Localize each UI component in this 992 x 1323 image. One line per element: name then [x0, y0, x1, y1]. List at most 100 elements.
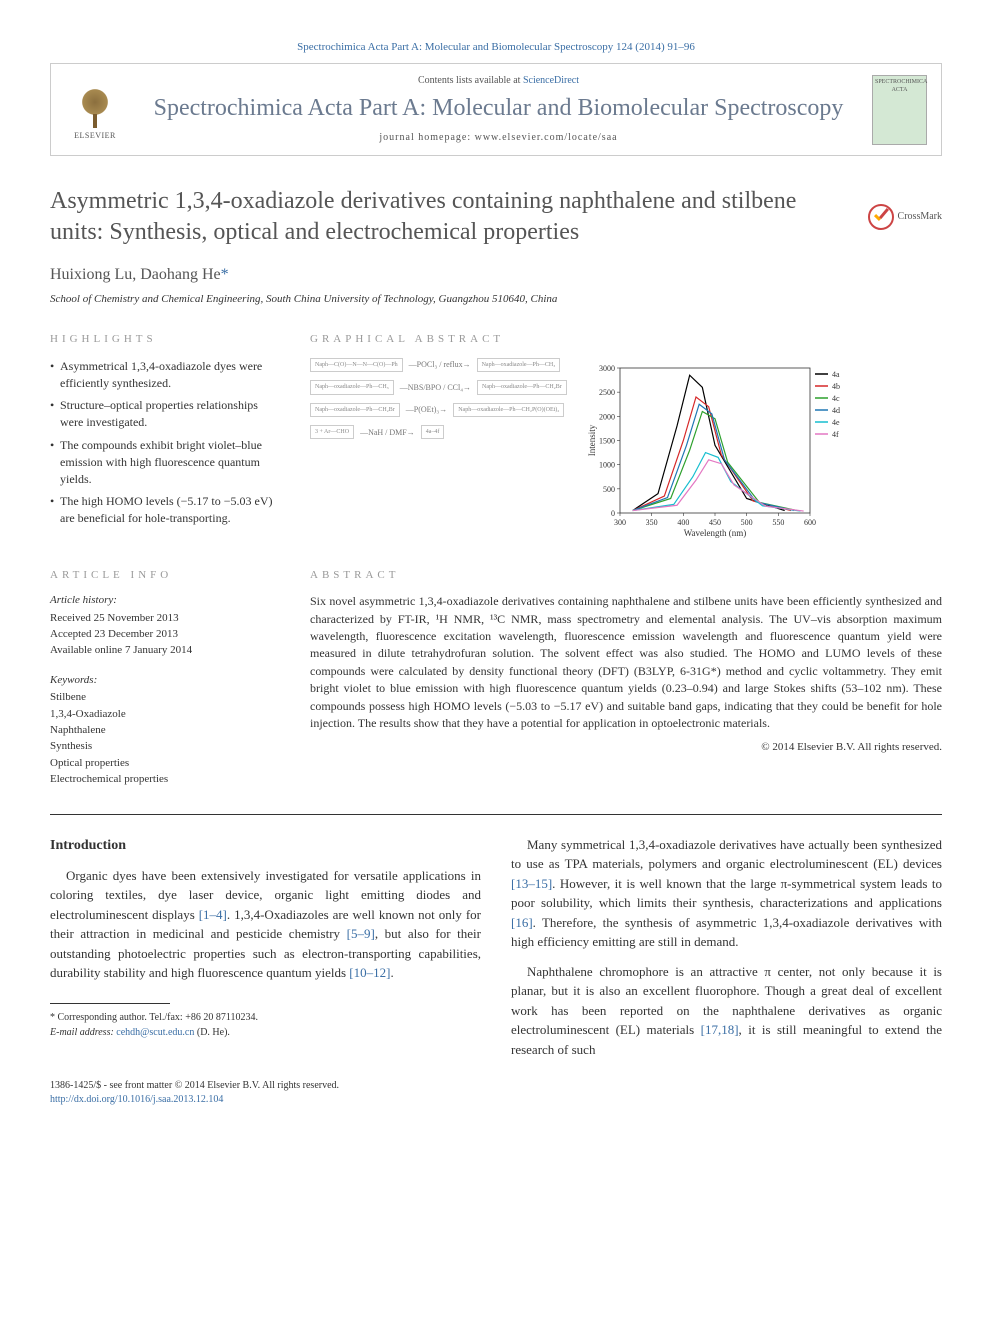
- contents-available: Contents lists available at ScienceDirec…: [137, 74, 860, 88]
- scheme-product: Naph—oxadiazole—Ph—CH₃: [477, 358, 561, 372]
- citation-link[interactable]: [10–12]: [349, 965, 390, 980]
- scheme-row: 3 + Ar—CHO —NaH / DMF→ 4a–4f: [310, 425, 570, 439]
- scheme-product: 4a–4f: [421, 425, 445, 439]
- article-title: Asymmetric 1,3,4-oxadiazole derivatives …: [50, 186, 830, 248]
- history-online: Available online 7 January 2014: [50, 643, 280, 658]
- footnote-separator: [50, 1003, 170, 1004]
- keywords-list: Stilbene1,3,4-OxadiazoleNaphthaleneSynth…: [50, 690, 280, 787]
- svg-text:350: 350: [646, 518, 658, 527]
- svg-text:550: 550: [772, 518, 784, 527]
- scheme-arrow: —P(OEt)₃→: [406, 404, 447, 415]
- svg-text:400: 400: [677, 518, 689, 527]
- introduction-heading: Introduction: [50, 835, 481, 856]
- graphical-abstract: Naph—C(O)—N—N—C(O)—Ph —POCl₃ / reflux→ N…: [310, 358, 942, 543]
- keyword-item: Synthesis: [50, 739, 280, 754]
- reaction-schemes: Naph—C(O)—N—N—C(O)—Ph —POCl₃ / reflux→ N…: [310, 358, 570, 448]
- keyword-item: Electrochemical properties: [50, 772, 280, 787]
- svg-text:500: 500: [741, 518, 753, 527]
- scheme-arrow: —NBS/BPO / CCl₄→: [400, 382, 471, 393]
- intro-paragraph-3: Naphthalene chromophore is an attractive…: [511, 962, 942, 1060]
- citation-link[interactable]: [16]: [511, 915, 533, 930]
- graphical-abstract-heading: GRAPHICAL ABSTRACT: [310, 332, 942, 347]
- svg-text:300: 300: [614, 518, 626, 527]
- svg-text:4e: 4e: [832, 418, 840, 427]
- fluorescence-chart: 3003504004505005506000500100015002000250…: [585, 358, 855, 543]
- scheme-row: Naph—C(O)—N—N—C(O)—Ph —POCl₃ / reflux→ N…: [310, 358, 570, 372]
- elsevier-tree-icon: [75, 78, 115, 118]
- scheme-reactant: 3 + Ar—CHO: [310, 425, 354, 439]
- svg-text:500: 500: [603, 485, 615, 494]
- intro-paragraph-2: Many symmetrical 1,3,4-oxadiazole deriva…: [511, 835, 942, 952]
- citation-header: Spectrochimica Acta Part A: Molecular an…: [50, 40, 942, 55]
- citation-link[interactable]: [5–9]: [347, 926, 375, 941]
- keyword-item: Naphthalene: [50, 723, 280, 738]
- highlights-list: Asymmetrical 1,3,4-oxadiazole dyes were …: [50, 358, 280, 527]
- email-link[interactable]: cehdh@scut.edu.cn: [116, 1027, 194, 1038]
- cover-label: SPECTROCHIMICA ACTA: [873, 76, 926, 97]
- author-names: Huixiong Lu, Daohang He: [50, 266, 221, 283]
- highlight-item: The high HOMO levels (−5.17 to −5.03 eV)…: [50, 493, 280, 527]
- footer-info: 1386-1425/$ - see front matter © 2014 El…: [50, 1079, 942, 1107]
- affiliation: School of Chemistry and Chemical Enginee…: [50, 292, 942, 307]
- journal-cover-thumbnail: SPECTROCHIMICA ACTA: [872, 75, 927, 145]
- citation-link[interactable]: [13–15]: [511, 876, 552, 891]
- svg-text:4c: 4c: [832, 394, 840, 403]
- corresponding-footnote: * Corresponding author. Tel./fax: +86 20…: [50, 1010, 481, 1040]
- svg-text:3000: 3000: [599, 364, 615, 373]
- scheme-arrow: —NaH / DMF→: [360, 427, 415, 438]
- email-label: E-mail address:: [50, 1027, 114, 1038]
- email-name: (D. He).: [197, 1027, 230, 1038]
- svg-text:2500: 2500: [599, 388, 615, 397]
- scheme-product: Naph—oxadiazole—Ph—CH₂Br: [477, 380, 567, 394]
- highlight-item: Asymmetrical 1,3,4-oxadiazole dyes were …: [50, 358, 280, 392]
- footer-copyright: 1386-1425/$ - see front matter © 2014 El…: [50, 1079, 942, 1093]
- authors: Huixiong Lu, Daohang He*: [50, 264, 942, 286]
- body-text: Introduction Organic dyes have been exte…: [50, 835, 942, 1060]
- keyword-item: Optical properties: [50, 756, 280, 771]
- elsevier-logo: ELSEVIER: [65, 75, 125, 145]
- journal-name: Spectrochimica Acta Part A: Molecular an…: [137, 94, 860, 123]
- crossmark-icon: [868, 204, 894, 230]
- p2-text-a: Many symmetrical 1,3,4-oxadiazole deriva…: [511, 837, 942, 872]
- abstract-heading: ABSTRACT: [310, 568, 942, 583]
- svg-text:2000: 2000: [599, 412, 615, 421]
- chart-svg: 3003504004505005506000500100015002000250…: [585, 358, 855, 538]
- svg-text:1500: 1500: [599, 436, 615, 445]
- article-info: Article history: Received 25 November 20…: [50, 593, 280, 787]
- doi-link[interactable]: http://dx.doi.org/10.1016/j.saa.2013.12.…: [50, 1094, 223, 1105]
- p2-text-b: . However, it is well known that the lar…: [511, 876, 942, 911]
- intro-paragraph-1: Organic dyes have been extensively inves…: [50, 866, 481, 983]
- contents-text: Contents lists available at: [418, 75, 523, 86]
- corr-author-line: * Corresponding author. Tel./fax: +86 20…: [50, 1010, 481, 1025]
- citation-link[interactable]: [1–4]: [199, 907, 227, 922]
- abstract-copyright: © 2014 Elsevier B.V. All rights reserved…: [310, 740, 942, 755]
- scheme-row: Naph—oxadiazole—Ph—CH₃ —NBS/BPO / CCl₄→ …: [310, 380, 570, 394]
- scheme-reactant: Naph—oxadiazole—Ph—CH₂Br: [310, 403, 400, 417]
- sciencedirect-link[interactable]: ScienceDirect: [523, 75, 579, 86]
- svg-text:4f: 4f: [832, 430, 839, 439]
- corresponding-mark: *: [221, 266, 229, 283]
- keyword-item: Stilbene: [50, 690, 280, 705]
- scheme-reactant: Naph—C(O)—N—N—C(O)—Ph: [310, 358, 403, 372]
- scheme-reactant: Naph—oxadiazole—Ph—CH₃: [310, 380, 394, 394]
- citation-link[interactable]: [17,18]: [701, 1022, 739, 1037]
- svg-text:4d: 4d: [832, 406, 840, 415]
- keywords-label: Keywords:: [50, 673, 280, 688]
- scheme-row: Naph—oxadiazole—Ph—CH₂Br —P(OEt)₃→ Naph—…: [310, 403, 570, 417]
- svg-text:1000: 1000: [599, 460, 615, 469]
- svg-text:4b: 4b: [832, 382, 840, 391]
- svg-text:Intensity: Intensity: [587, 424, 597, 456]
- svg-text:4a: 4a: [832, 370, 840, 379]
- highlight-item: The compounds exhibit bright violet–blue…: [50, 437, 280, 487]
- scheme-product: Naph—oxadiazole—Ph—CH₂P(O)(OEt)₂: [453, 403, 564, 417]
- journal-masthead: ELSEVIER Contents lists available at Sci…: [50, 63, 942, 156]
- history-received: Received 25 November 2013: [50, 611, 280, 626]
- history-label: Article history:: [50, 593, 280, 608]
- scheme-arrow: —POCl₃ / reflux→: [409, 359, 471, 370]
- svg-text:Wavelength (nm): Wavelength (nm): [684, 528, 747, 538]
- journal-homepage: journal homepage: www.elsevier.com/locat…: [137, 131, 860, 145]
- abstract-text: Six novel asymmetric 1,3,4-oxadiazole de…: [310, 593, 942, 732]
- crossmark-badge[interactable]: CrossMark: [868, 204, 942, 230]
- section-divider: [50, 814, 942, 815]
- elsevier-label: ELSEVIER: [74, 130, 116, 141]
